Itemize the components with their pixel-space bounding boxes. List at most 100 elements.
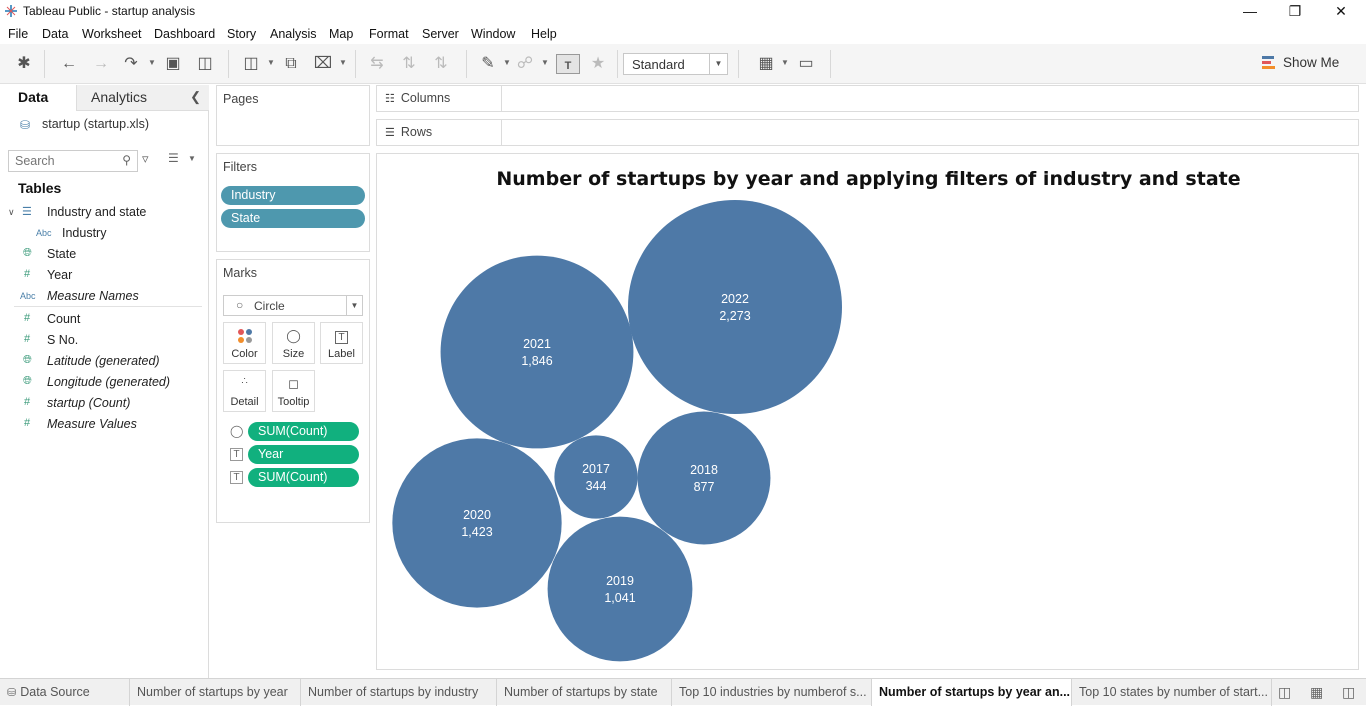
fit-value: Standard xyxy=(632,57,685,72)
save-icon[interactable]: ▣ xyxy=(165,55,181,72)
presentation-icon[interactable]: ▭ xyxy=(798,55,814,72)
menu-worksheet[interactable]: Worksheet xyxy=(82,27,142,41)
new-worksheet-icon[interactable]: ◫ xyxy=(243,55,259,72)
label-icon: T xyxy=(230,471,243,484)
globe-icon: 🌐︎ xyxy=(23,354,32,366)
window-title: Tableau Public - startup analysis xyxy=(23,4,196,18)
tab-analytics[interactable]: Analytics ❮ xyxy=(76,85,209,111)
size-label: Size xyxy=(282,348,305,360)
bubble-2018[interactable] xyxy=(637,411,771,545)
field-longitude[interactable]: Longitude (generated) xyxy=(47,375,171,389)
redo-icon[interactable]: → xyxy=(93,55,109,72)
field-year[interactable]: Year xyxy=(47,268,73,282)
field-count[interactable]: Count xyxy=(47,312,81,326)
rows-icon: ☰ xyxy=(385,127,395,139)
pages-title: Pages xyxy=(223,92,259,106)
marks-pill-size-sum-count[interactable]: SUM(Count) xyxy=(248,422,359,441)
chevron-down-icon: ▼ xyxy=(709,54,727,74)
menu-analysis[interactable]: Analysis xyxy=(270,27,317,41)
new-worksheet-icon[interactable]: ◫ xyxy=(1278,684,1292,700)
abc-icon: Abc xyxy=(20,291,36,301)
rows-shelf-label: ☰ Rows xyxy=(377,120,502,145)
datasource-name[interactable]: startup (startup.xls) xyxy=(42,117,149,131)
swap-icon[interactable]: ⇆ xyxy=(370,55,384,72)
new-dashboard-icon[interactable]: ▦ xyxy=(1310,684,1324,700)
filter-pill-industry[interactable]: Industry xyxy=(221,186,365,205)
tooltip-button[interactable]: ◻ Tooltip xyxy=(272,370,315,412)
field-s-no[interactable]: S No. xyxy=(47,333,79,347)
collapse-icon[interactable]: ❮ xyxy=(190,89,201,104)
marks-pill-label-sum-count[interactable]: SUM(Count) xyxy=(248,468,359,487)
expand-chevron-icon[interactable]: ∨ xyxy=(8,207,15,217)
menu-window[interactable]: Window xyxy=(471,27,516,41)
rows-shelf[interactable]: ☰ Rows xyxy=(376,119,1359,146)
duplicate-sheet-icon[interactable]: ⧉ xyxy=(285,55,297,72)
menu-help[interactable]: Help xyxy=(531,27,557,41)
chevron-down-icon[interactable]: ▼ xyxy=(188,154,196,163)
clear-sheet-icon[interactable]: ⌧ xyxy=(313,55,333,72)
fit-dropdown[interactable]: Standard ▼ xyxy=(623,53,728,75)
columns-shelf[interactable]: ☷ Columns xyxy=(376,85,1359,112)
menu-file[interactable]: File xyxy=(8,27,29,41)
tableau-home-icon[interactable]: ✱ xyxy=(17,55,31,72)
menu-story[interactable]: Story xyxy=(227,27,257,41)
field-industry-and-state[interactable]: Industry and state xyxy=(47,205,147,219)
minimize-button[interactable]: — xyxy=(1243,3,1257,19)
marks-card: Marks ○ Circle ▼ Color ◯ Size T Label ∴ … xyxy=(216,259,370,523)
bubble-2022[interactable] xyxy=(628,200,842,414)
menu-map[interactable]: Map xyxy=(329,27,354,41)
sort-descending-icon[interactable]: ⇅ xyxy=(434,55,448,72)
show-labels-icon[interactable]: T xyxy=(556,54,580,74)
field-measure-names[interactable]: Measure Names xyxy=(47,289,139,303)
tab-sheet-startups-by-state[interactable]: Number of startups by state xyxy=(497,679,672,706)
field-latitude[interactable]: Latitude (generated) xyxy=(47,354,160,368)
tab-data[interactable]: Data xyxy=(0,85,76,111)
marks-pill-label-year[interactable]: Year xyxy=(248,445,359,464)
tooltip-label: Tooltip xyxy=(277,396,310,408)
bubble-2021[interactable] xyxy=(440,255,634,449)
label-button[interactable]: T Label xyxy=(320,322,363,364)
tab-sheet-startups-by-industry[interactable]: Number of startups by industry xyxy=(301,679,497,706)
tab-data-source[interactable]: ⛁ Data Source xyxy=(0,679,130,706)
tab-analytics-label: Analytics xyxy=(91,89,148,105)
field-measure-values[interactable]: Measure Values xyxy=(47,417,137,431)
view-options-icon[interactable]: ☰ xyxy=(168,151,179,165)
replay-icon[interactable]: ↷ xyxy=(124,55,138,72)
bubble-count-label: 1,041 xyxy=(604,591,635,605)
field-startup-count[interactable]: startup (Count) xyxy=(47,396,131,410)
tab-sheet-top10-states[interactable]: Top 10 states by number of start... xyxy=(1072,679,1272,706)
filter-pill-state[interactable]: State xyxy=(221,209,365,228)
undo-icon[interactable]: ← xyxy=(61,55,77,72)
tab-sheet-top10-industries[interactable]: Top 10 industries by numberof s... xyxy=(672,679,872,706)
show-me-button[interactable]: Show Me xyxy=(1283,55,1340,70)
close-button[interactable]: ✕ xyxy=(1335,3,1347,19)
color-button[interactable]: Color xyxy=(223,322,266,364)
filter-icon[interactable]: ▿ xyxy=(142,151,149,166)
size-button[interactable]: ◯ Size xyxy=(272,322,315,364)
tab-sheet-startups-by-year-filters[interactable]: Number of startups by year an... xyxy=(872,679,1072,706)
bubble-2019[interactable] xyxy=(547,516,693,662)
detail-button[interactable]: ∴ Detail xyxy=(223,370,266,412)
bubble-2017[interactable] xyxy=(554,435,638,519)
menu-server[interactable]: Server xyxy=(422,27,459,41)
menu-data[interactable]: Data xyxy=(42,27,69,41)
pages-card[interactable]: Pages xyxy=(216,85,370,146)
fix-axes-icon[interactable]: ★ xyxy=(590,55,606,72)
group-icon[interactable]: ☍ xyxy=(516,55,534,72)
new-story-icon[interactable]: ◫ xyxy=(1342,684,1356,700)
field-industry[interactable]: Industry xyxy=(62,226,107,240)
new-datasource-icon[interactable]: ◫ xyxy=(197,55,213,72)
sort-ascending-icon[interactable]: ⇅ xyxy=(402,55,416,72)
search-field[interactable]: ⚲ xyxy=(8,150,138,172)
search-input[interactable] xyxy=(9,151,109,171)
show-me-icon[interactable] xyxy=(1262,55,1276,73)
highlight-icon[interactable]: ✎ xyxy=(481,55,495,72)
menu-dashboard[interactable]: Dashboard xyxy=(154,27,216,41)
tab-sheet-startups-by-year[interactable]: Number of startups by year xyxy=(130,679,301,706)
menu-format[interactable]: Format xyxy=(369,27,409,41)
view-cards-icon[interactable]: ▦ xyxy=(758,55,774,72)
restore-button[interactable]: ❐ xyxy=(1288,3,1302,19)
field-state[interactable]: State xyxy=(47,247,77,261)
mark-type-dropdown[interactable]: ○ Circle ▼ xyxy=(223,295,363,316)
bubble-2020[interactable] xyxy=(392,438,562,608)
